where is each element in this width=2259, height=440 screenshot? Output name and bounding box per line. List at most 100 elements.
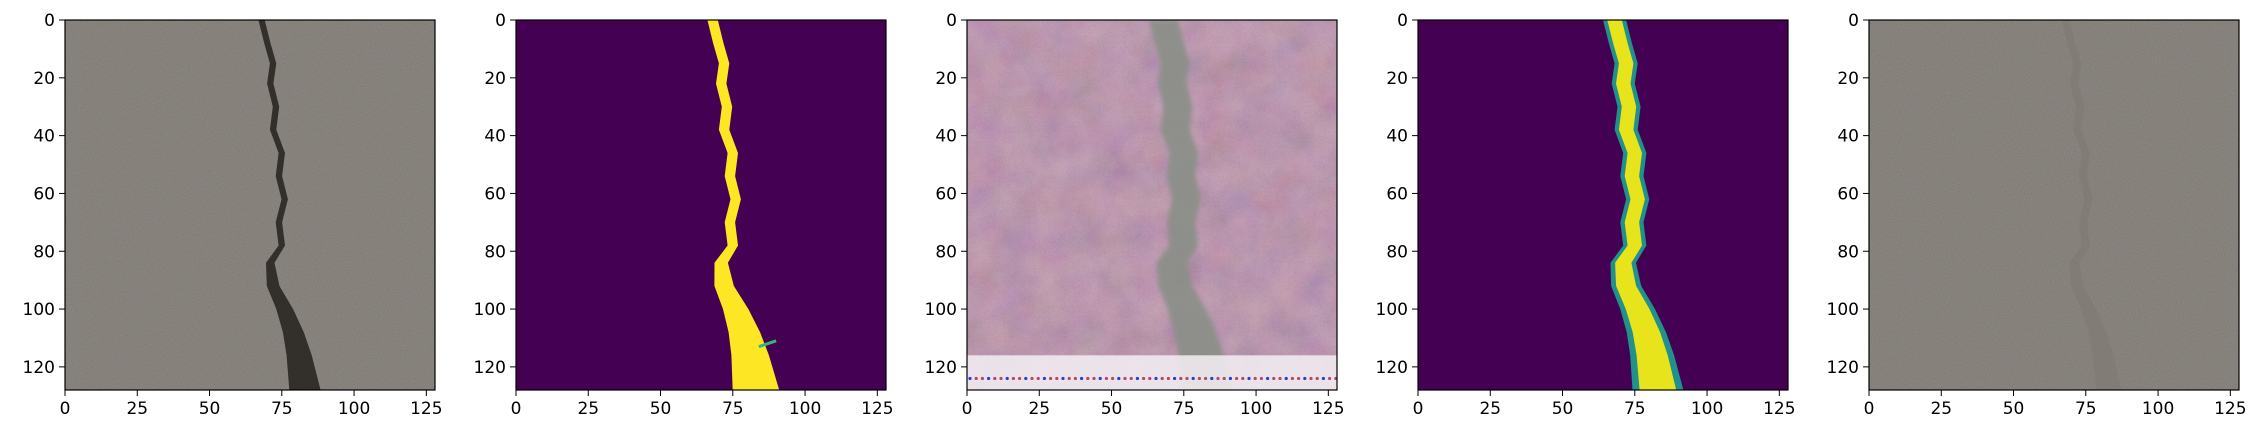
y-tick-label: 120 bbox=[1827, 358, 1859, 378]
artifact-dot bbox=[993, 376, 997, 381]
artifact-dot bbox=[1080, 376, 1084, 381]
artifact-dot bbox=[1173, 376, 1177, 381]
crack-shape bbox=[258, 20, 321, 390]
artifact-dot bbox=[1024, 376, 1028, 381]
artifact-dot bbox=[1216, 376, 1220, 381]
y-tick-label: 0 bbox=[1397, 11, 1408, 31]
artifact-dot bbox=[1098, 376, 1102, 381]
axes-frame bbox=[1868, 19, 2240, 391]
artifact-dot bbox=[1030, 376, 1034, 381]
y-tick-label: 20 bbox=[33, 69, 55, 89]
y-tick-label: 60 bbox=[33, 184, 55, 204]
y-tick-label: 0 bbox=[946, 11, 957, 31]
artifact-dot bbox=[1067, 376, 1071, 381]
y-tick-label: 20 bbox=[1386, 69, 1408, 89]
panel-3-image bbox=[967, 20, 1337, 390]
x-tick-label: 125 bbox=[1312, 399, 1344, 419]
x-tick-label: 25 bbox=[1479, 399, 1501, 419]
crack-shape bbox=[2061, 20, 2122, 390]
y-tick-label: 0 bbox=[495, 11, 506, 31]
y-tick-label: 20 bbox=[1837, 69, 1859, 89]
artifact-dot bbox=[1321, 376, 1325, 381]
y-tick-label: 100 bbox=[474, 300, 506, 320]
y-tick-label: 60 bbox=[1386, 184, 1408, 204]
artifact-dot bbox=[1235, 376, 1239, 381]
artifact-dot bbox=[1104, 376, 1108, 381]
artifact-dot bbox=[1086, 376, 1090, 381]
panel-2-image bbox=[516, 20, 886, 390]
x-tick-label: 50 bbox=[199, 399, 221, 419]
axes-frame bbox=[64, 19, 436, 391]
panel-1: 0 25 50 75 100 125 0 20 40 60 80 100 120 bbox=[23, 11, 443, 419]
x-tick-label: 75 bbox=[722, 399, 744, 419]
y-tick-label: 40 bbox=[1386, 127, 1408, 147]
y-tick-label: 60 bbox=[484, 184, 506, 204]
x-tick-label: 25 bbox=[1930, 399, 1952, 419]
generated-texture bbox=[967, 20, 1337, 390]
artifact-dot bbox=[1278, 376, 1282, 381]
artifact-dot bbox=[1135, 376, 1139, 381]
artifact-dot bbox=[1241, 376, 1245, 381]
artifact-dot bbox=[1247, 376, 1251, 381]
x-tick-label: 0 bbox=[962, 399, 973, 419]
y-tick-label: 80 bbox=[1837, 242, 1859, 262]
x-tick-label: 125 bbox=[1763, 399, 1795, 419]
prediction-crack bbox=[1607, 20, 1677, 390]
panel-1-image bbox=[65, 20, 435, 390]
mask-crack bbox=[707, 20, 780, 390]
panel-5-image bbox=[1869, 20, 2239, 390]
artifact-dot bbox=[1259, 376, 1263, 381]
artifact-dot bbox=[987, 376, 991, 381]
x-tick-label: 125 bbox=[2214, 399, 2246, 419]
y-tick-label: 80 bbox=[935, 242, 957, 262]
axes-frame bbox=[1417, 19, 1789, 391]
x-tick-label: 100 bbox=[2142, 399, 2174, 419]
y-tick-label: 120 bbox=[474, 358, 506, 378]
x-tick-label: 50 bbox=[650, 399, 672, 419]
mask-branch bbox=[758, 339, 777, 349]
y-tick-label: 120 bbox=[1376, 358, 1408, 378]
artifact-dot bbox=[968, 376, 972, 381]
artifact-dot bbox=[1253, 376, 1257, 381]
x-tick-label: 25 bbox=[126, 399, 148, 419]
artifact-dot bbox=[1005, 376, 1009, 381]
y-tick-label: 0 bbox=[1848, 11, 1859, 31]
artifact-dot bbox=[1011, 376, 1015, 381]
x-tick-label: 75 bbox=[2075, 399, 2097, 419]
y-tick-label: 80 bbox=[33, 242, 55, 262]
y-tick-label: 100 bbox=[1376, 300, 1408, 320]
x-tick-label: 0 bbox=[60, 399, 71, 419]
artifact-dot bbox=[1328, 376, 1332, 381]
y-tick-label: 80 bbox=[484, 242, 506, 262]
artifact-dot bbox=[1309, 376, 1313, 381]
x-tick-label: 100 bbox=[338, 399, 370, 419]
artifact-dot bbox=[1303, 376, 1307, 381]
artifact-dot bbox=[1036, 376, 1040, 381]
panel-5: 0 25 50 75 100 125 0 20 40 60 80 100 120 bbox=[1827, 11, 2247, 419]
x-tick-label: 100 bbox=[789, 399, 821, 419]
panel-3: 0 25 50 75 100 125 0 20 40 60 80 100 120 bbox=[925, 11, 1345, 419]
artifact-dot bbox=[1204, 376, 1208, 381]
y-tick-label: 40 bbox=[1837, 127, 1859, 147]
artifact-dot bbox=[1142, 376, 1146, 381]
panel-4: 0 25 50 75 100 125 0 20 40 60 80 100 120 bbox=[1376, 11, 1796, 419]
artifact-dot bbox=[1272, 376, 1276, 381]
artifact-dot bbox=[1049, 376, 1053, 381]
artifact-dot bbox=[1018, 376, 1022, 381]
x-tick-label: 75 bbox=[1624, 399, 1646, 419]
artifact-dot bbox=[1191, 376, 1195, 381]
y-tick-label: 100 bbox=[925, 300, 957, 320]
x-tick-label: 125 bbox=[410, 399, 442, 419]
artifact-dot bbox=[974, 376, 978, 381]
artifact-dot bbox=[1092, 376, 1096, 381]
artifact-dot bbox=[1315, 376, 1319, 381]
artifact-dot bbox=[1055, 376, 1059, 381]
y-tick-label: 40 bbox=[484, 127, 506, 147]
artifact-dot bbox=[1290, 376, 1294, 381]
x-tick-label: 25 bbox=[1028, 399, 1050, 419]
axes-frame bbox=[966, 19, 1338, 391]
y-tick-label: 40 bbox=[935, 127, 957, 147]
y-tick-label: 100 bbox=[1827, 300, 1859, 320]
